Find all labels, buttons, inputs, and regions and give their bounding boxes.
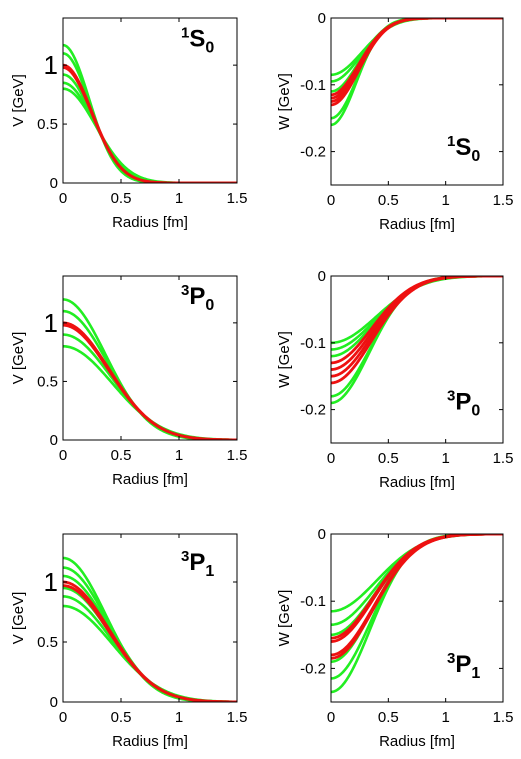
series-group — [63, 43, 237, 183]
y-tick-label: 1 — [44, 567, 58, 597]
x-tick-label: 1 — [175, 447, 183, 464]
panel-0: 0 0.5 1 1.5 0 0.5 1 Radius [fm] V [GeV] 1S0 — [10, 17, 248, 231]
y-tick-label: 0.5 — [37, 116, 58, 133]
y-tick-label: -0.1 — [300, 77, 326, 94]
x-tick-label: 1.5 — [493, 709, 514, 726]
x-axis-label: Radius [fm] — [379, 216, 455, 233]
central-line — [331, 276, 503, 385]
y-axis-label: W [GeV] — [276, 590, 293, 647]
series-group — [63, 556, 237, 702]
x-tick-label: 1 — [175, 190, 183, 207]
central-line — [331, 18, 503, 107]
y-tick-label: -0.2 — [300, 402, 326, 419]
x-tick-label: 0.5 — [111, 709, 132, 726]
wave-label: 3P1 — [181, 548, 214, 580]
x-tick-label: 0.5 — [378, 450, 399, 467]
x-axis-label: Radius [fm] — [112, 733, 188, 750]
y-axis-label: V [GeV] — [10, 332, 27, 385]
y-tick-label: 0 — [50, 432, 58, 449]
band-line — [331, 534, 503, 663]
central-line — [63, 66, 237, 183]
x-tick-label: 0.5 — [378, 192, 399, 209]
x-tick-label: 1.5 — [493, 192, 514, 209]
y-tick-label: -0.2 — [300, 144, 326, 161]
panel-2: 0 0.5 1 1.5 0 0.5 1 Radius [fm] V [GeV] 3P0 — [10, 275, 248, 488]
y-axis-label: V [GeV] — [10, 74, 27, 127]
band-line — [63, 52, 237, 183]
x-tick-label: 1.5 — [493, 450, 514, 467]
x-tick-label: 0 — [59, 447, 67, 464]
panel-1: 0 0.5 1 1.5 0 -0.1 -0.2 Radius [fm] W [GeV] 1S0 — [276, 10, 513, 233]
y-tick-label: 0 — [318, 268, 326, 285]
x-tick-label: 1 — [175, 709, 183, 726]
y-tick-label: 1 — [44, 50, 58, 80]
band-line — [331, 534, 503, 680]
x-tick-label: 1.5 — [227, 709, 248, 726]
y-tick-label: 0 — [318, 10, 326, 27]
x-axis-label: Radius [fm] — [112, 471, 188, 488]
panel-5: 0 0.5 1 1.5 0 -0.1 -0.2 Radius [fm] W [GeV] 3P1 — [276, 526, 513, 750]
series-group — [331, 276, 503, 405]
axes-frame — [330, 17, 504, 186]
x-tick-label: 1 — [441, 192, 449, 209]
central-line — [331, 276, 503, 365]
panel-3: 0 0.5 1 1.5 0 -0.1 -0.2 Radius [fm] W [GeV] 3P0 — [276, 268, 513, 491]
y-tick-label: -0.1 — [300, 593, 326, 610]
x-tick-label: 1.5 — [227, 447, 248, 464]
axes-frame — [330, 275, 504, 444]
band-line — [63, 604, 237, 702]
wave-label: 3P0 — [447, 388, 480, 420]
x-tick-label: 0 — [59, 709, 67, 726]
axes-frame — [62, 275, 238, 441]
wave-label: 1S0 — [181, 24, 214, 56]
y-tick-label: 1 — [44, 308, 58, 338]
band-line — [63, 344, 237, 440]
x-axis-label: Radius [fm] — [379, 733, 455, 750]
x-tick-label: 1 — [441, 709, 449, 726]
x-axis-label: Radius [fm] — [112, 214, 188, 231]
x-tick-label: 0.5 — [111, 190, 132, 207]
y-axis-label: W [GeV] — [276, 331, 293, 388]
wave-label: 3P1 — [447, 650, 480, 682]
y-tick-label: 0 — [50, 694, 58, 711]
y-tick-label: -0.1 — [300, 335, 326, 352]
x-tick-label: 0 — [59, 190, 67, 207]
axes-frame — [330, 533, 504, 703]
x-axis-label: Radius [fm] — [379, 474, 455, 491]
wave-label: 1S0 — [447, 133, 480, 165]
central-line — [63, 321, 237, 440]
x-tick-label: 0 — [327, 450, 335, 467]
wave-label: 3P0 — [181, 282, 214, 314]
x-tick-label: 1.5 — [227, 190, 248, 207]
x-tick-label: 0 — [327, 709, 335, 726]
axes-frame — [62, 533, 238, 703]
central-line — [63, 580, 237, 702]
band-line — [331, 276, 503, 405]
x-tick-label: 0 — [327, 192, 335, 209]
y-tick-label: 0 — [318, 526, 326, 543]
y-tick-label: 0 — [50, 175, 58, 192]
y-tick-label: 0.5 — [37, 634, 58, 651]
x-tick-label: 0.5 — [111, 447, 132, 464]
series-group — [63, 298, 237, 440]
y-tick-label: -0.2 — [300, 660, 326, 677]
y-tick-label: 0.5 — [37, 373, 58, 390]
y-axis-label: W [GeV] — [276, 73, 293, 130]
central-line — [63, 63, 237, 183]
panel-4: 0 0.5 1 1.5 0 0.5 1 Radius [fm] V [GeV] 3P1 — [10, 533, 248, 750]
x-tick-label: 1 — [441, 450, 449, 467]
x-tick-label: 0.5 — [378, 709, 399, 726]
series-group — [331, 18, 503, 127]
axes-frame — [62, 17, 238, 184]
band-line — [63, 595, 237, 702]
central-line — [331, 276, 503, 371]
y-axis-label: V [GeV] — [10, 592, 27, 645]
band-line — [63, 73, 237, 183]
